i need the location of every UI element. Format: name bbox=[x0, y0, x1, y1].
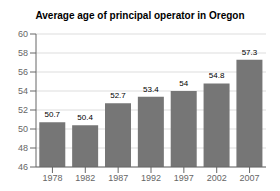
svg-text:60: 60 bbox=[18, 29, 28, 39]
svg-text:52: 52 bbox=[18, 105, 28, 115]
svg-text:1997: 1997 bbox=[174, 173, 194, 183]
svg-text:2007: 2007 bbox=[240, 173, 260, 183]
svg-text:1987: 1987 bbox=[108, 173, 128, 183]
svg-text:46: 46 bbox=[18, 162, 28, 172]
svg-text:2002: 2002 bbox=[207, 173, 227, 183]
svg-text:54: 54 bbox=[18, 86, 28, 96]
svg-text:54: 54 bbox=[179, 79, 188, 88]
svg-text:1978: 1978 bbox=[42, 173, 62, 183]
svg-text:57.3: 57.3 bbox=[242, 48, 258, 57]
svg-text:50.4: 50.4 bbox=[77, 113, 93, 122]
svg-text:1992: 1992 bbox=[141, 173, 161, 183]
svg-text:50: 50 bbox=[18, 124, 28, 134]
svg-text:58: 58 bbox=[18, 48, 28, 58]
html-text:Average age of principal opera: Average age of principal operator in Ore… bbox=[35, 10, 245, 21]
svg-text:53.4: 53.4 bbox=[143, 85, 159, 94]
svg-text:1982: 1982 bbox=[75, 173, 95, 183]
svg-text:54.8: 54.8 bbox=[209, 71, 225, 80]
svg-text:52.7: 52.7 bbox=[110, 91, 126, 100]
svg-text:50.7: 50.7 bbox=[44, 110, 60, 119]
svg-text:56: 56 bbox=[18, 67, 28, 77]
svg-text:48: 48 bbox=[18, 143, 28, 153]
